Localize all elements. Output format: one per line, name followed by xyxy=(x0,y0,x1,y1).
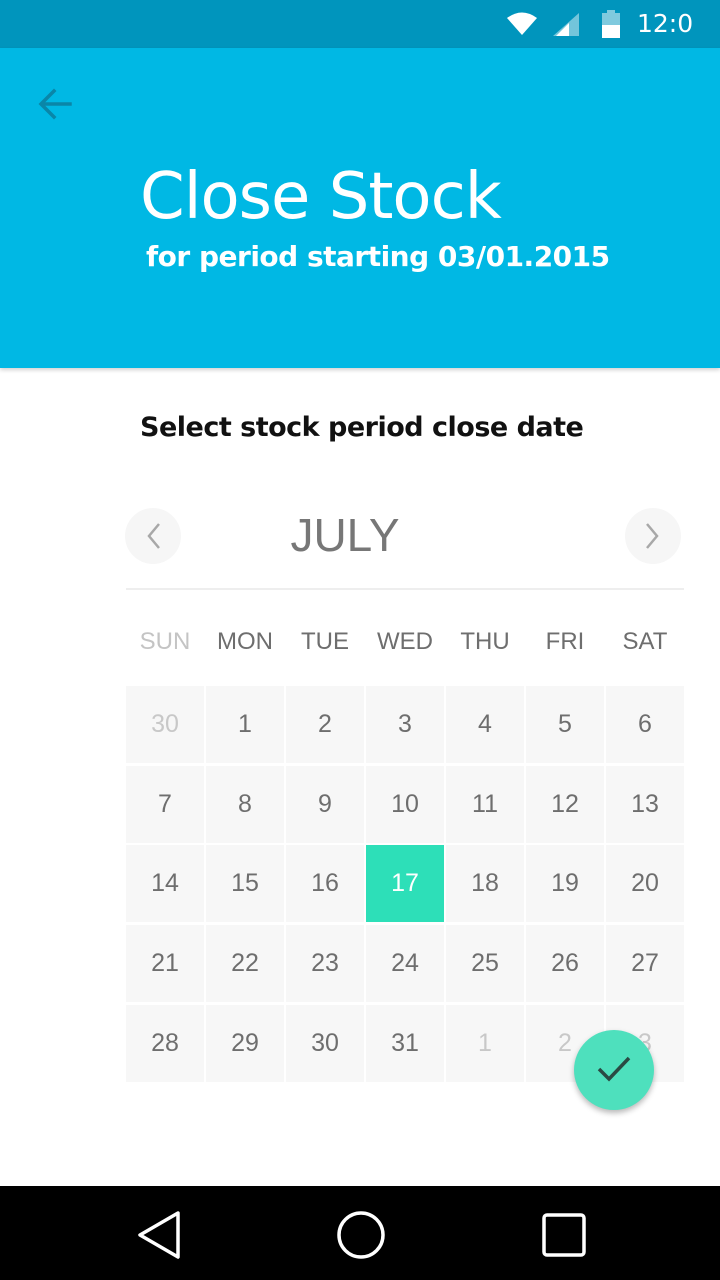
calendar-day[interactable]: 23 xyxy=(286,925,364,1002)
calendar-day[interactable]: 21 xyxy=(126,925,204,1002)
check-icon xyxy=(597,1056,631,1082)
page-title: Close Stock xyxy=(140,160,502,234)
calendar-day[interactable]: 18 xyxy=(446,845,524,922)
nav-back-icon[interactable] xyxy=(134,1209,184,1261)
status-bar: 12:0 xyxy=(0,0,720,48)
wifi-icon xyxy=(507,12,537,35)
calendar-day[interactable]: 6 xyxy=(606,686,684,763)
weekday-wed: WED xyxy=(377,628,433,655)
calendar-day[interactable]: 30 xyxy=(286,1005,364,1082)
signal-icon xyxy=(553,13,579,36)
calendar-day[interactable]: 1 xyxy=(206,686,284,763)
chevron-left-icon xyxy=(147,523,160,549)
calendar-day[interactable]: 20 xyxy=(606,845,684,922)
calendar-day[interactable]: 11 xyxy=(446,766,524,843)
calendar-day[interactable]: 1 xyxy=(446,1005,524,1082)
calendar-grid: 30 1 2 3 4 5 6 7 8 9 10 11 12 13 14 15 1… xyxy=(126,686,686,1082)
weekday-sat: SAT xyxy=(622,628,668,655)
calendar-day[interactable]: 9 xyxy=(286,766,364,843)
calendar-day[interactable]: 29 xyxy=(206,1005,284,1082)
battery-icon xyxy=(602,10,620,38)
calendar-day[interactable]: 13 xyxy=(606,766,684,843)
prev-month-button[interactable] xyxy=(125,508,181,564)
nav-recents-icon[interactable] xyxy=(540,1211,588,1259)
calendar-day-selected[interactable]: 17 xyxy=(366,845,444,922)
calendar-day[interactable]: 7 xyxy=(126,766,204,843)
calendar-day[interactable]: 3 xyxy=(366,686,444,763)
chevron-right-icon xyxy=(646,523,659,549)
calendar-day[interactable]: 8 xyxy=(206,766,284,843)
calendar-day[interactable]: 26 xyxy=(526,925,604,1002)
weekday-sun: SUN xyxy=(139,628,191,655)
calendar-divider xyxy=(126,588,684,590)
calendar-day[interactable]: 24 xyxy=(366,925,444,1002)
navigation-bar xyxy=(0,1186,720,1280)
weekday-header: SUN MON TUE WED THU FRI SAT xyxy=(126,622,686,662)
calendar-day[interactable]: 15 xyxy=(206,845,284,922)
calendar-day[interactable]: 16 xyxy=(286,845,364,922)
back-button[interactable] xyxy=(28,80,84,128)
weekday-tue: TUE xyxy=(301,628,349,655)
select-date-prompt: Select stock period close date xyxy=(140,412,584,443)
weekday-thu: THU xyxy=(460,628,510,655)
confirm-fab[interactable] xyxy=(574,1030,654,1110)
calendar-day[interactable]: 2 xyxy=(286,686,364,763)
status-clock: 12:0 xyxy=(637,9,694,38)
calendar-day[interactable]: 25 xyxy=(446,925,524,1002)
calendar-day[interactable]: 12 xyxy=(526,766,604,843)
calendar-day[interactable]: 4 xyxy=(446,686,524,763)
month-label: JULY xyxy=(290,509,400,561)
calendar-day[interactable]: 10 xyxy=(366,766,444,843)
page-subtitle: for period starting 03/01.2015 xyxy=(146,240,610,273)
next-month-button[interactable] xyxy=(625,508,681,564)
calendar-day[interactable]: 28 xyxy=(126,1005,204,1082)
app-header: Close Stock for period starting 03/01.20… xyxy=(0,48,720,368)
weekday-fri: FRI xyxy=(545,628,585,655)
arrow-left-icon xyxy=(38,88,72,120)
calendar-day[interactable]: 5 xyxy=(526,686,604,763)
calendar-day[interactable]: 19 xyxy=(526,845,604,922)
weekday-mon: MON xyxy=(217,628,273,655)
calendar-day[interactable]: 22 xyxy=(206,925,284,1002)
calendar-day[interactable]: 30 xyxy=(126,686,204,763)
nav-home-icon[interactable] xyxy=(335,1209,387,1261)
calendar-day[interactable]: 31 xyxy=(366,1005,444,1082)
calendar-day[interactable]: 14 xyxy=(126,845,204,922)
calendar-day[interactable]: 27 xyxy=(606,925,684,1002)
